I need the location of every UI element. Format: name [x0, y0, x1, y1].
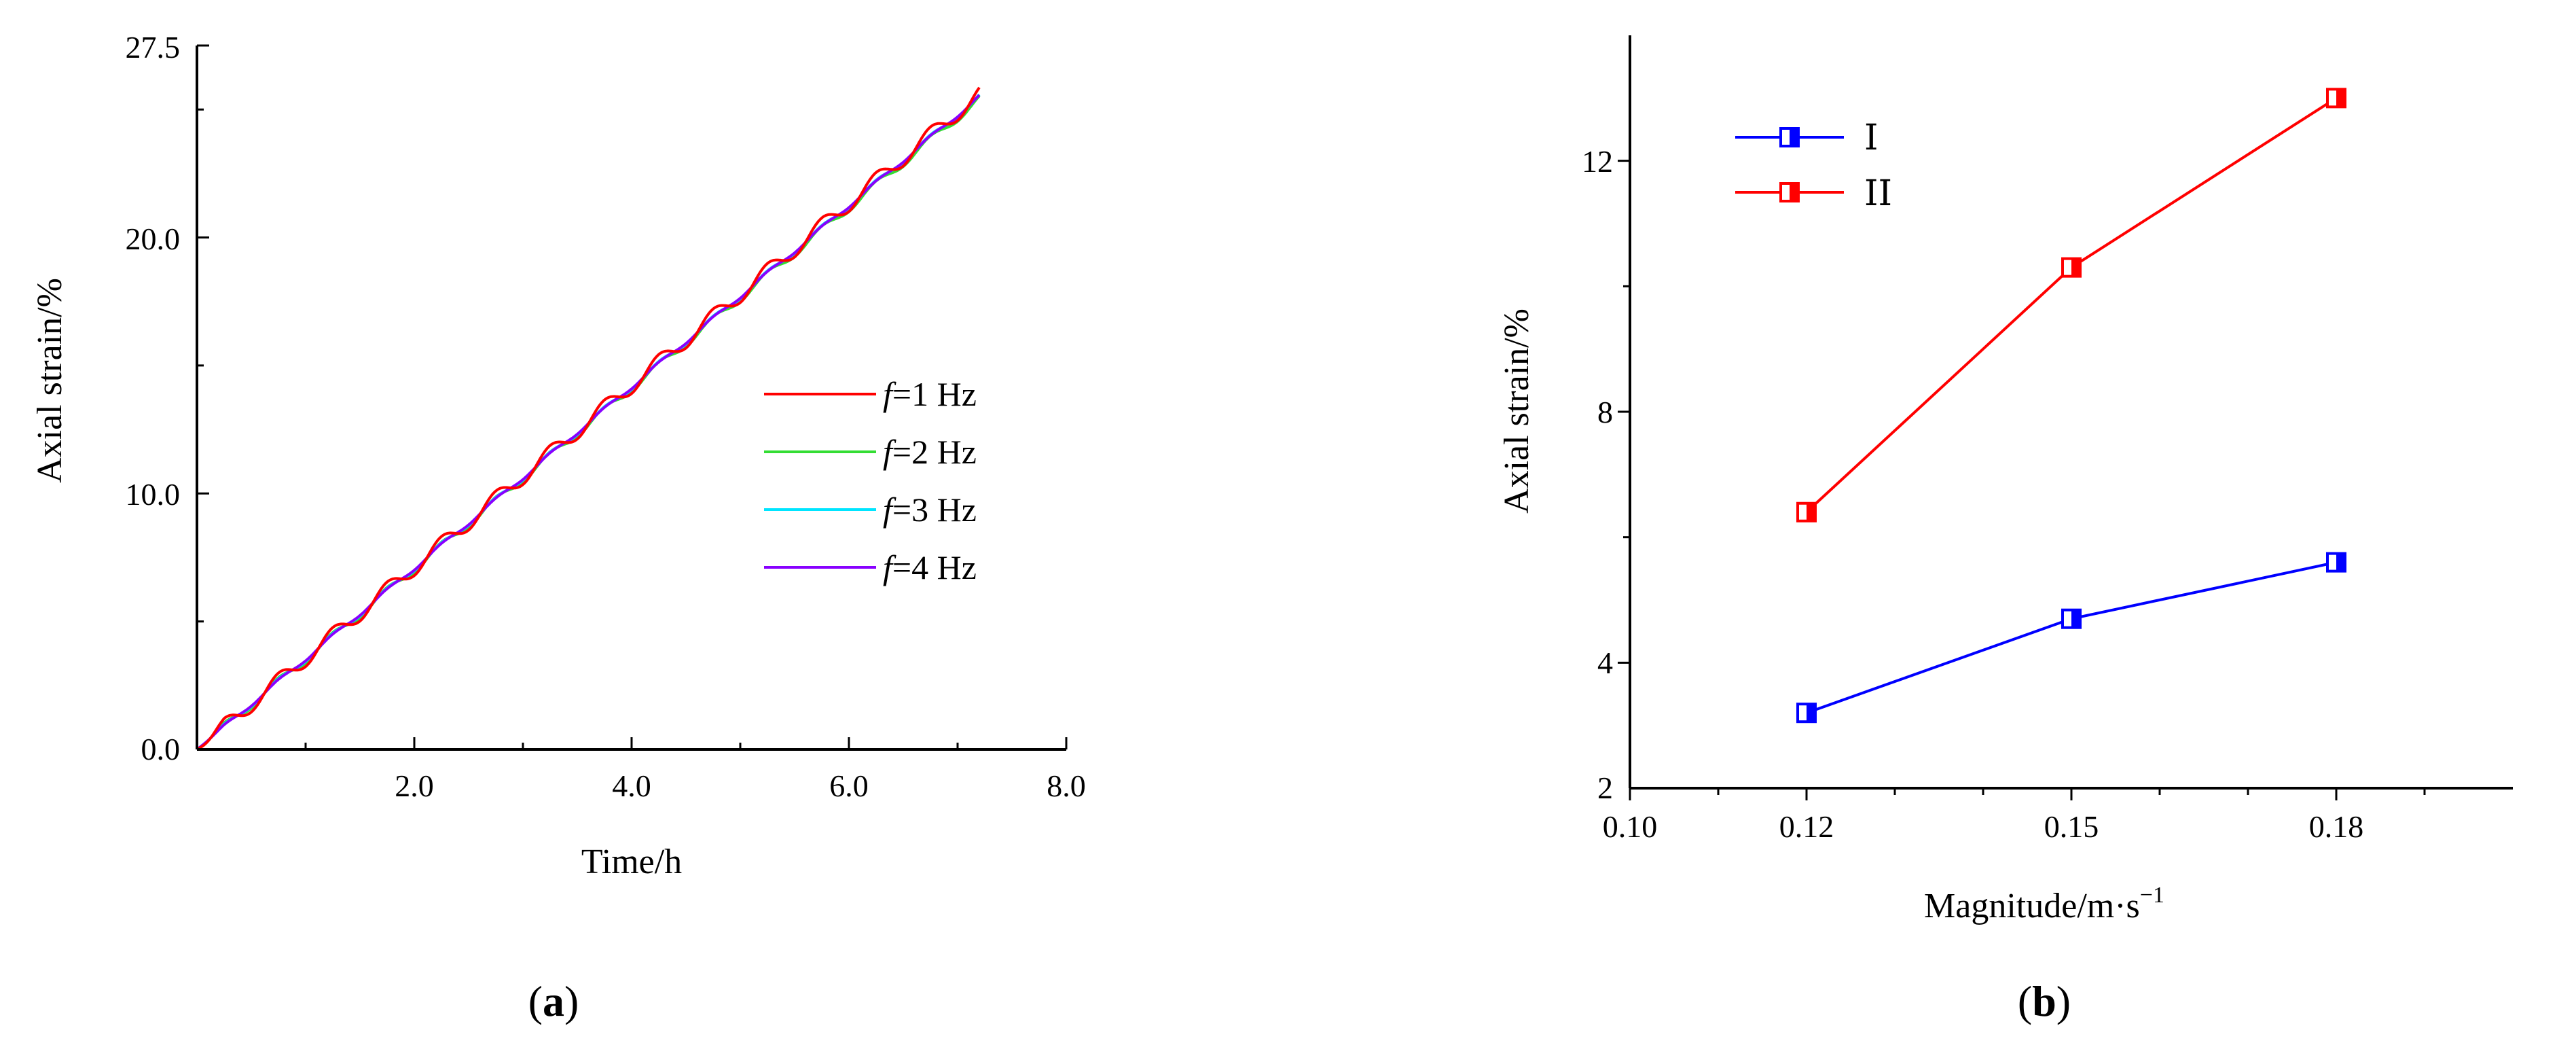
chart-b-y-label: Axial strain/% [1498, 308, 1536, 514]
panel-b-caption: (b) [2018, 977, 2071, 1025]
chart-a-legend: f=1 Hz f=2 Hz f=3 Hz f=4 Hz [764, 375, 977, 586]
chart-a-series-line-1 [196, 86, 981, 751]
chart-b-ytick-0: 4 [1597, 645, 1613, 680]
chart-b: 2 4 8 12 0.10 0.12 0.15 0.18 Magnitude/m… [1498, 35, 2513, 1025]
chart-b-legend-marker-shape-2 [1779, 182, 1800, 202]
chart-b-ticks [1618, 160, 2426, 800]
chart-b-ytick-2: 12 [1582, 144, 1613, 179]
chart-b-legend-label-2: ⅠⅠ [1864, 175, 1892, 213]
chart-b-series-line-1 [1806, 561, 2337, 715]
chart-b-point-s2-1 [1796, 501, 1817, 522]
chart-a-xtick-1: 4.0 [612, 768, 651, 803]
chart-a-legend-label-3: f=3 Hz [883, 491, 977, 529]
chart-b-point-s2-3 [2326, 88, 2346, 109]
chart-b-ytick-1: 8 [1597, 395, 1613, 429]
chart-a-ytick-2: 20.0 [126, 222, 181, 256]
chart-a: 0.0 10.0 20.0 27.5 2.0 4.0 6.0 8.0 Time/… [31, 30, 1086, 1025]
chart-b-series-line-2 [1805, 96, 2338, 514]
chart-b-x-label: Magnitude/m·s−1 [1924, 883, 2164, 925]
chart-a-ticks [197, 44, 1068, 751]
panel-a-caption: (a) [528, 977, 579, 1025]
chart-b-point-s1-2 [2061, 608, 2082, 629]
chart-a-ytick-0: 0.0 [141, 732, 181, 766]
chart-a-x-label: Time/h [581, 843, 682, 881]
chart-b-point-s1-3 [2326, 552, 2346, 573]
chart-a-legend-label-4: f=4 Hz [883, 548, 977, 586]
chart-b-legend-marker-1 [1779, 127, 1800, 147]
chart-b-xtick-1: 0.12 [1779, 809, 1834, 844]
chart-a-xtick-2: 6.0 [829, 768, 869, 803]
chart-b-ytick-bottom: 2 [1597, 771, 1613, 805]
chart-a-y-label: Axial strain/% [31, 278, 69, 483]
chart-b-legend-marker-2 [1779, 182, 1800, 202]
chart-a-legend-label-2: f=2 Hz [883, 433, 977, 471]
chart-a-legend-label-1: f=1 Hz [883, 375, 977, 413]
chart-b-axes [1629, 35, 2513, 790]
chart-a-ytick-3: 27.5 [126, 30, 181, 65]
chart-a-series-group [196, 86, 981, 751]
chart-b-legend: Ⅰ ⅠⅠ [1735, 119, 1892, 213]
chart-b-series-group [1796, 88, 2346, 724]
chart-b-point-s1-1 [1796, 703, 1817, 724]
chart-b-legend-label-1: Ⅰ [1864, 119, 1879, 158]
chart-b-xtick-2: 0.15 [2044, 809, 2099, 844]
chart-b-legend-marker-shape-1 [1779, 127, 1800, 147]
chart-a-ytick-1: 10.0 [126, 477, 181, 512]
chart-a-xtick-3: 8.0 [1047, 768, 1086, 803]
chart-a-xtick-0: 2.0 [395, 768, 434, 803]
chart-b-xtick-0: 0.10 [1603, 809, 1658, 844]
chart-b-xtick-3: 0.18 [2309, 809, 2364, 844]
chart-b-point-s2-2 [2061, 257, 2082, 278]
